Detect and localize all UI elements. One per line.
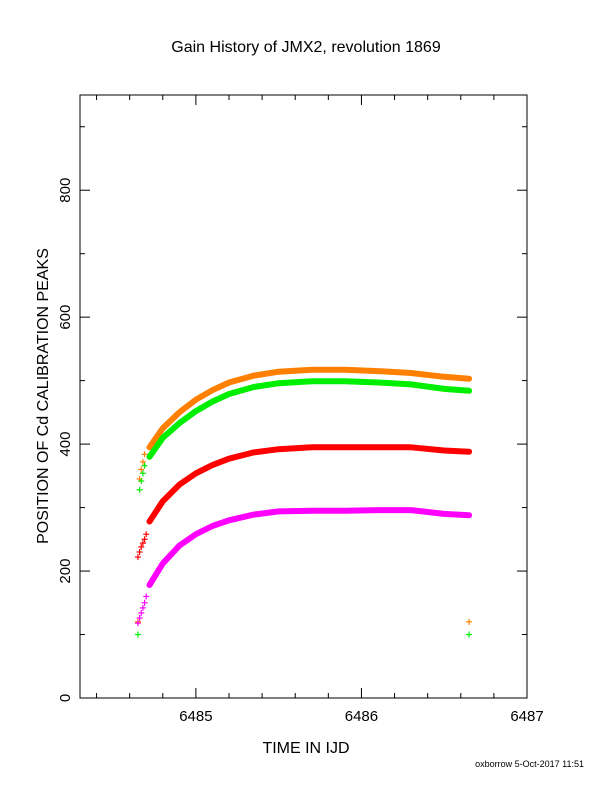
data-point bbox=[143, 593, 150, 600]
data-point bbox=[141, 462, 148, 469]
data-point bbox=[138, 609, 145, 616]
data-point bbox=[138, 543, 145, 550]
data-point bbox=[139, 470, 146, 477]
x-tick-label: 6486 bbox=[345, 708, 378, 725]
series-layer bbox=[134, 366, 473, 638]
chart-title: Gain History of JMX2, revolution 1869 bbox=[171, 39, 441, 56]
fit-curve-fit_mid bbox=[146, 444, 473, 525]
fit-curve-fit_low bbox=[146, 507, 473, 588]
data-point bbox=[134, 554, 141, 561]
plot-frame bbox=[79, 94, 528, 699]
y-axis-label: POSITION OF Cd CALIBRATION PEAKS bbox=[35, 248, 52, 544]
axis-ticks: 6485 6486 6487 0 200 400 600 800 bbox=[57, 95, 544, 725]
y-tick-label: 0 bbox=[57, 694, 74, 702]
x-tick-label: 6487 bbox=[510, 708, 543, 725]
x-axis-label: TIME IN IJD bbox=[262, 740, 349, 757]
data-point bbox=[139, 604, 146, 611]
data-point bbox=[136, 549, 143, 556]
y-tick-label: 200 bbox=[57, 559, 74, 584]
data-point bbox=[141, 451, 148, 458]
data-point bbox=[143, 531, 150, 538]
data-point bbox=[141, 599, 148, 606]
data-point bbox=[139, 458, 146, 465]
x-tick-label: 6485 bbox=[179, 708, 212, 725]
data-point bbox=[139, 540, 146, 547]
y-tick-label: 400 bbox=[57, 432, 74, 457]
data-point bbox=[136, 615, 143, 622]
y-tick-label: 800 bbox=[57, 178, 74, 203]
data-point bbox=[141, 536, 148, 543]
fit-curve-fit_upper2 bbox=[146, 378, 473, 460]
footer-credit: oxborrow 5-Oct-2017 11:51 bbox=[475, 759, 584, 769]
data-point bbox=[134, 631, 141, 638]
data-point bbox=[136, 486, 143, 493]
data-point bbox=[466, 631, 473, 638]
fit-curve-fit_upper bbox=[146, 366, 473, 451]
data-point bbox=[466, 618, 473, 625]
data-point bbox=[138, 477, 145, 484]
data-point bbox=[134, 620, 141, 627]
y-tick-label: 600 bbox=[57, 305, 74, 330]
data-point bbox=[138, 466, 145, 473]
